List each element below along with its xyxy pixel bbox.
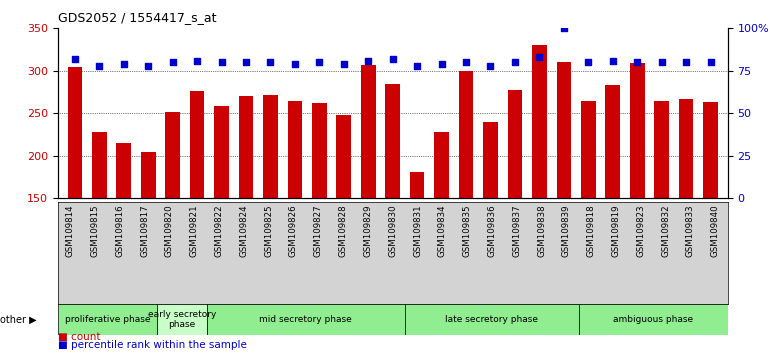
Text: GDS2052 / 1554417_s_at: GDS2052 / 1554417_s_at bbox=[58, 11, 216, 24]
Bar bbox=[532, 45, 547, 198]
Point bbox=[460, 59, 472, 65]
Text: mid secretory phase: mid secretory phase bbox=[259, 315, 352, 324]
Text: GSM109836: GSM109836 bbox=[487, 205, 497, 257]
Point bbox=[411, 63, 424, 69]
Bar bbox=[92, 132, 107, 198]
Bar bbox=[58, 304, 157, 335]
Text: GSM109840: GSM109840 bbox=[711, 205, 720, 257]
Text: GSM109818: GSM109818 bbox=[587, 205, 596, 257]
Text: GSM109820: GSM109820 bbox=[165, 205, 174, 257]
Bar bbox=[459, 71, 474, 198]
Point bbox=[264, 59, 276, 65]
Point bbox=[582, 59, 594, 65]
Bar bbox=[68, 67, 82, 198]
Bar bbox=[385, 84, 400, 198]
Point bbox=[387, 56, 399, 62]
Bar bbox=[239, 96, 253, 198]
Bar bbox=[507, 90, 522, 198]
Text: ■ percentile rank within the sample: ■ percentile rank within the sample bbox=[58, 341, 246, 350]
Point bbox=[216, 59, 228, 65]
Text: GSM109827: GSM109827 bbox=[313, 205, 323, 257]
Text: other ▶: other ▶ bbox=[0, 314, 37, 325]
Text: GSM109826: GSM109826 bbox=[289, 205, 298, 257]
Bar bbox=[410, 172, 424, 198]
Text: GSM109821: GSM109821 bbox=[189, 205, 199, 257]
Point bbox=[362, 58, 374, 63]
Point bbox=[655, 59, 668, 65]
Text: GSM109823: GSM109823 bbox=[636, 205, 645, 257]
Bar bbox=[703, 102, 718, 198]
Point bbox=[166, 59, 179, 65]
Point bbox=[191, 58, 203, 63]
Text: GSM109832: GSM109832 bbox=[661, 205, 670, 257]
Bar bbox=[434, 132, 449, 198]
Text: GSM109825: GSM109825 bbox=[264, 205, 273, 257]
Text: GSM109835: GSM109835 bbox=[463, 205, 472, 257]
Point bbox=[93, 63, 105, 69]
Bar bbox=[206, 304, 405, 335]
Text: ambiguous phase: ambiguous phase bbox=[613, 315, 693, 324]
Text: GSM109824: GSM109824 bbox=[239, 205, 249, 257]
Point bbox=[289, 61, 301, 67]
Text: GSM109829: GSM109829 bbox=[363, 205, 373, 257]
Text: GSM109838: GSM109838 bbox=[537, 205, 546, 257]
Bar bbox=[630, 63, 644, 198]
Bar bbox=[166, 112, 180, 198]
Point bbox=[337, 61, 350, 67]
Point bbox=[239, 59, 252, 65]
Bar bbox=[405, 304, 579, 335]
Text: GSM109833: GSM109833 bbox=[686, 205, 695, 257]
Bar bbox=[361, 65, 376, 198]
Bar bbox=[157, 304, 206, 335]
Point bbox=[680, 59, 692, 65]
Point bbox=[313, 59, 326, 65]
Text: late secretory phase: late secretory phase bbox=[445, 315, 538, 324]
Point bbox=[484, 63, 497, 69]
Bar bbox=[116, 143, 131, 198]
Point bbox=[705, 59, 717, 65]
Bar bbox=[263, 95, 278, 198]
Point bbox=[509, 59, 521, 65]
Text: GSM109816: GSM109816 bbox=[116, 205, 124, 257]
Text: early secretory
phase: early secretory phase bbox=[148, 310, 216, 329]
Text: GSM109822: GSM109822 bbox=[215, 205, 223, 257]
Text: GSM109830: GSM109830 bbox=[388, 205, 397, 257]
Point bbox=[534, 55, 546, 60]
Bar bbox=[678, 99, 694, 198]
Bar bbox=[605, 85, 620, 198]
Text: GSM109831: GSM109831 bbox=[413, 205, 422, 257]
Bar bbox=[189, 91, 205, 198]
Point bbox=[436, 61, 448, 67]
Point bbox=[607, 58, 619, 63]
Text: GSM109815: GSM109815 bbox=[90, 205, 99, 257]
Bar bbox=[214, 107, 229, 198]
Bar bbox=[312, 103, 326, 198]
Text: GSM109814: GSM109814 bbox=[65, 205, 75, 257]
Bar bbox=[336, 115, 351, 198]
Point bbox=[142, 63, 154, 69]
Bar bbox=[579, 304, 728, 335]
Text: GSM109828: GSM109828 bbox=[339, 205, 347, 257]
Text: GSM109837: GSM109837 bbox=[512, 205, 521, 257]
Text: proliferative phase: proliferative phase bbox=[65, 315, 150, 324]
Bar bbox=[141, 152, 156, 198]
Bar bbox=[557, 62, 571, 198]
Point bbox=[69, 56, 81, 62]
Bar bbox=[581, 101, 596, 198]
Text: ■ count: ■ count bbox=[58, 332, 100, 342]
Bar bbox=[654, 101, 669, 198]
Text: GSM109819: GSM109819 bbox=[611, 205, 621, 257]
Text: GSM109817: GSM109817 bbox=[140, 205, 149, 257]
Point bbox=[557, 25, 570, 31]
Text: GSM109839: GSM109839 bbox=[562, 205, 571, 257]
Text: GSM109834: GSM109834 bbox=[438, 205, 447, 257]
Point bbox=[118, 61, 130, 67]
Bar bbox=[287, 101, 303, 198]
Bar bbox=[483, 122, 498, 198]
Point bbox=[631, 59, 644, 65]
